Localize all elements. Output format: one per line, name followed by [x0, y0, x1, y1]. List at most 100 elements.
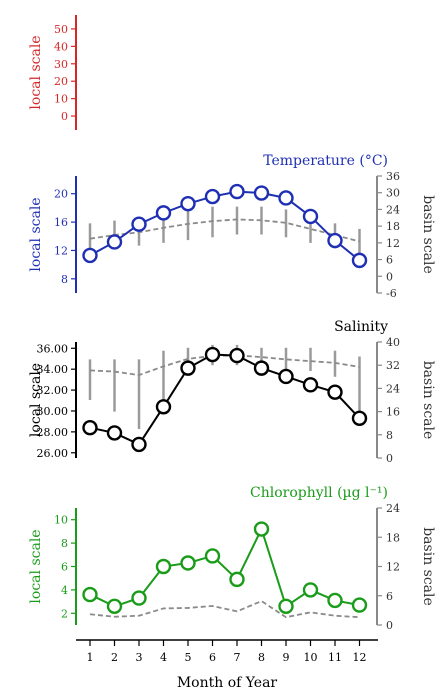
left-tick-label: 10: [54, 93, 68, 106]
local-data-point: [302, 582, 319, 598]
right-tick-label: 6: [386, 254, 393, 267]
local-data-point: [229, 347, 245, 364]
right-tick-label: 36: [386, 170, 400, 183]
right-tick-label: 40: [386, 336, 400, 349]
right-axis-label: basin scale: [420, 195, 436, 274]
left-axis-label: local scale: [28, 35, 44, 109]
x-tick-label: 3: [136, 651, 143, 664]
x-axis-label: Month of Year: [177, 675, 278, 691]
local-data-point: [351, 597, 368, 613]
right-tick-label: 8: [386, 429, 393, 442]
local-series-line: [89, 526, 360, 608]
local-data-point: [302, 208, 319, 225]
right-tick-label: 30: [386, 187, 400, 200]
x-tick-label: 10: [304, 651, 318, 664]
local-data-point: [82, 419, 98, 436]
local-data-point: [229, 571, 245, 588]
local-data-point: [253, 360, 270, 376]
local-data-point: [106, 598, 123, 614]
local-data-point: [351, 410, 368, 426]
local-series-line: [89, 190, 361, 262]
left-tick-label: 26.00: [37, 447, 69, 460]
local-data-point: [204, 188, 221, 205]
left-tick-label: 8: [61, 273, 68, 286]
x-tick-label: 11: [328, 651, 342, 664]
right-tick-label: 16: [386, 406, 400, 419]
right-tick-label: 24: [386, 203, 400, 216]
local-series-line: [89, 353, 361, 446]
local-data-point: [278, 190, 294, 206]
x-tick-label: 5: [185, 651, 192, 664]
local-data-point: [155, 558, 172, 575]
left-axis-label: local scale: [28, 197, 44, 271]
basin-dashed-line: [89, 600, 360, 619]
panel-2: 8 12 16 20 local scale -6 0 6 12 18 24 30 36 basin sc…: [28, 153, 436, 300]
right-axis-label: basin scale: [420, 361, 436, 440]
left-tick-label: 20: [54, 188, 68, 201]
local-data-point: [278, 598, 294, 614]
left-tick-label: 20: [54, 75, 68, 88]
x-tick-label: 12: [353, 651, 367, 664]
left-tick-label: 34.00: [37, 363, 69, 376]
basin-dashed-line: [89, 218, 360, 243]
right-tick-label: 0: [386, 270, 393, 283]
left-tick-label: 36.00: [37, 342, 69, 355]
left-tick-label: 28.00: [37, 426, 69, 439]
local-data-point: [131, 436, 147, 453]
panel-title: Salinity: [334, 319, 388, 335]
local-data-point: [327, 384, 343, 400]
x-tick-label: 8: [258, 651, 265, 664]
left-tick-label: 50: [54, 23, 68, 36]
right-tick-label: 24: [386, 382, 400, 395]
local-data-point: [204, 548, 221, 564]
local-data-point: [180, 555, 196, 571]
local-data-point: [229, 183, 245, 200]
panel-1: 0 10 20 30 40 50 local scale: [28, 15, 77, 130]
left-tick-label: 6: [61, 561, 68, 574]
left-tick-label: 40: [54, 40, 68, 53]
left-axis-label: local scale: [28, 363, 44, 437]
x-tick-label: 9: [283, 651, 290, 664]
left-tick-label: 32.00: [37, 384, 69, 397]
local-data-point: [278, 368, 294, 385]
local-data-point: [204, 346, 221, 363]
x-tick-label: 4: [160, 651, 167, 664]
local-data-point: [106, 234, 123, 250]
left-tick-label: 0: [61, 110, 68, 123]
panel-title: Temperature (°C): [263, 153, 388, 169]
left-tick-label: 16: [54, 216, 68, 229]
left-tick-label: 4: [61, 584, 68, 597]
local-data-point: [82, 586, 98, 603]
local-data-point: [82, 247, 98, 264]
right-tick-label: 18: [386, 531, 400, 544]
local-data-point: [180, 360, 196, 376]
local-data-point: [155, 205, 172, 221]
left-tick-label: 2: [61, 607, 68, 620]
right-tick-label: 32: [386, 359, 400, 372]
x-tick-label: 6: [209, 651, 216, 664]
left-tick-label: 30.00: [37, 405, 69, 418]
right-tick-label: 12: [386, 561, 400, 574]
local-data-point: [253, 521, 270, 537]
local-data-point: [131, 216, 147, 232]
local-data-point: [180, 195, 196, 212]
right-tick-label: 0: [386, 619, 393, 632]
right-tick-label: 24: [386, 502, 400, 515]
left-axis-label: local scale: [28, 529, 44, 603]
right-tick-label: -6: [386, 287, 397, 300]
panel-title: Chlorophyll (µg l⁻¹): [250, 485, 388, 501]
local-data-point: [253, 185, 270, 201]
right-axis-label: basin scale: [420, 527, 436, 606]
local-data-point: [131, 590, 147, 606]
basin-dashed-line: [89, 354, 360, 376]
x-tick-label: 2: [111, 651, 118, 664]
left-tick-label: 8: [61, 537, 68, 550]
right-tick-label: 6: [386, 590, 393, 603]
local-data-point: [106, 425, 123, 441]
local-data-point: [327, 592, 343, 609]
right-tick-label: 0: [386, 452, 393, 465]
left-tick-label: 12: [54, 244, 68, 257]
